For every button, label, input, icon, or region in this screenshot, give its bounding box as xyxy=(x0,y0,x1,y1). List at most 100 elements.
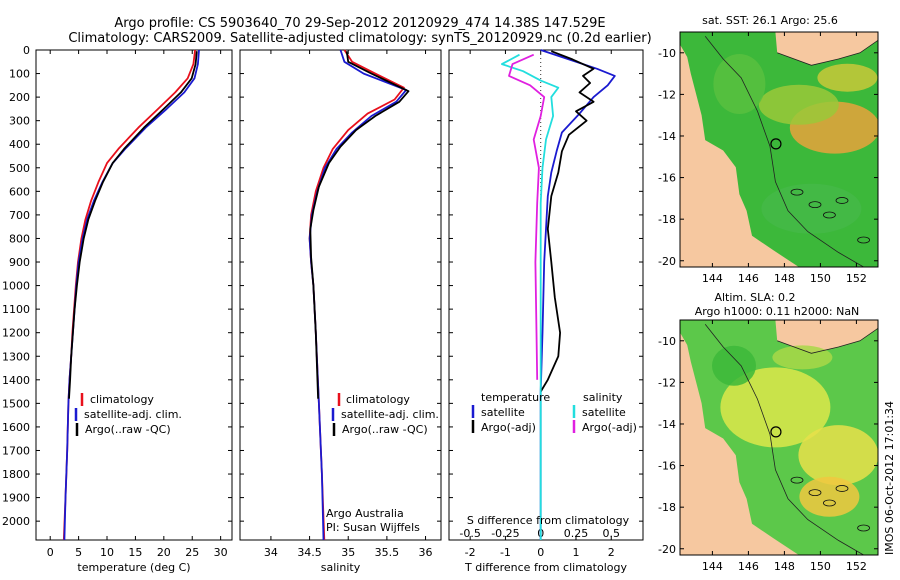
field-patch xyxy=(799,476,860,517)
x-tick-label: 34.5 xyxy=(297,546,322,559)
y-tick-label: -14 xyxy=(658,130,676,143)
series-line-s-argo xyxy=(508,53,546,380)
sst-map-title: sat. SST: 26.1 Argo: 25.6 xyxy=(702,14,838,27)
series-line-t-satellite xyxy=(539,49,616,540)
y-tick-label: 1400 xyxy=(2,374,30,387)
top-x-tick-label: -0.25 xyxy=(491,527,519,540)
x-tick-label: 148 xyxy=(774,272,795,285)
y-tick-label: -16 xyxy=(658,460,676,473)
sst-map: 144 146 148 150 152 -10 -12 -14 -16 -18 -20 xyxy=(658,31,879,285)
x-tick-label: 36 xyxy=(419,546,433,559)
x-tick-label: 146 xyxy=(738,272,759,285)
x-tick-label: 25 xyxy=(185,546,199,559)
temperature-panel: 0100200300400500600700800900100011001200… xyxy=(2,44,233,574)
field-patch xyxy=(712,345,756,386)
temperature-legend: climatology satellite-adj. clim. Argo(..… xyxy=(74,393,182,436)
reef-outline xyxy=(823,499,836,507)
y-tick-label: 400 xyxy=(9,138,30,151)
y-tick-label: -12 xyxy=(658,376,676,389)
plot-frame xyxy=(35,49,233,541)
x-axis-label: temperature (deg C) xyxy=(77,561,190,574)
x-tick-label: 15 xyxy=(128,546,142,559)
series-line-argo xyxy=(68,51,198,399)
annotation-pi: PI: Susan Wijffels xyxy=(326,521,420,534)
y-tick-label: 1700 xyxy=(2,444,30,457)
legend-label-s-argo: Argo(-adj) xyxy=(582,421,637,434)
bathymetry-contour xyxy=(704,323,864,555)
y-tick-label: -20 xyxy=(658,255,676,268)
x-tick-label: 34 xyxy=(264,546,278,559)
series-line-argo xyxy=(309,51,410,399)
field-patch xyxy=(761,183,862,234)
y-tick-label: -20 xyxy=(658,543,676,556)
map-frame xyxy=(679,31,879,268)
legend-header-salinity: salinity xyxy=(583,391,623,404)
title-line-2: Climatology: CARS2009. Satellite-adjuste… xyxy=(68,31,651,46)
coastline xyxy=(777,327,878,354)
reef-outline xyxy=(823,211,836,219)
y-tick-label: 300 xyxy=(9,115,30,128)
field-patch xyxy=(720,367,831,448)
y-tick-label: -14 xyxy=(658,418,676,431)
x-tick-label: 150 xyxy=(810,272,831,285)
sla-map: 144 146 148 150 152 -10 -12 -14 -16 -18 -20 xyxy=(658,319,879,573)
argo-position-marker xyxy=(770,138,782,150)
legend-label-s-satellite: satellite xyxy=(582,406,626,419)
legend-label-argo: Argo(..raw -QC) xyxy=(85,423,171,436)
sla-map-title-2: Argo h1000: 0.11 h2000: NaN xyxy=(695,305,860,318)
y-tick-label: 1500 xyxy=(2,397,30,410)
argo-position-marker xyxy=(770,426,782,438)
x-tick-label: 2 xyxy=(608,546,615,559)
reef-outline xyxy=(790,476,804,484)
x-tick-label: 35 xyxy=(341,546,355,559)
x-tick-label: 152 xyxy=(846,272,867,285)
annotation-argo-australia: Argo Australia xyxy=(326,507,404,520)
legend-label-climatology: climatology xyxy=(90,393,154,406)
x-tick-label: 35.5 xyxy=(375,546,400,559)
x-tick-label: -1 xyxy=(500,546,511,559)
y-tick-label: 700 xyxy=(9,209,30,222)
x-tick-label: 146 xyxy=(738,560,759,573)
salinity-panel: 34 34.5 35 35.5 36 salinity xyxy=(239,49,442,574)
y-tick-label: -16 xyxy=(658,172,676,185)
top-x-tick-label: -0.5 xyxy=(459,527,480,540)
map-frame xyxy=(679,319,879,556)
x-tick-label: -2 xyxy=(465,546,476,559)
reef-outline xyxy=(835,485,849,492)
field-patch xyxy=(817,63,878,92)
reef-outline xyxy=(835,197,849,204)
x-axis-label: salinity xyxy=(321,561,361,574)
legend-label-t-argo: Argo(-adj) xyxy=(481,421,536,434)
y-tick-label: 900 xyxy=(9,256,30,269)
map-content xyxy=(680,320,878,555)
y-tick-label: 600 xyxy=(9,185,30,198)
legend-label-satellite: satellite-adj. clim. xyxy=(341,408,439,421)
salinity-legend: climatology satellite-adj. clim. Argo(..… xyxy=(326,393,439,534)
series-line-t-argo xyxy=(539,50,595,393)
y-tick-label: 200 xyxy=(9,91,30,104)
reef-outline xyxy=(790,188,804,196)
y-tick-label: 1600 xyxy=(2,421,30,434)
y-tick-label: -10 xyxy=(658,335,676,348)
title-line-1: Argo profile: CS 5903640_70 29-Sep-2012 … xyxy=(114,16,605,31)
reef-outline xyxy=(857,236,870,244)
reef-outline xyxy=(808,489,822,497)
difference-panel: -2 -1 0 1 2-0.5 -0.25 0 0.25 0.5T difference fro… xyxy=(448,49,644,574)
x-tick-label: 20 xyxy=(157,546,171,559)
field-patch xyxy=(798,425,878,486)
top-x-tick-label: 0.5 xyxy=(603,527,621,540)
series-line-s-satellite xyxy=(500,53,560,540)
y-tick-label: 800 xyxy=(9,232,30,245)
field-patch xyxy=(713,53,766,114)
y-tick-label: 100 xyxy=(9,68,30,81)
x-tick-label: 1 xyxy=(572,546,579,559)
y-tick-label: 1100 xyxy=(2,303,30,316)
plot-frame xyxy=(239,49,442,541)
legend-label-climatology: climatology xyxy=(346,393,410,406)
imos-timestamp: IMOS 06-Oct-2012 17:01:34 xyxy=(883,401,896,555)
field-patch xyxy=(772,345,833,370)
y-tick-label: 1300 xyxy=(2,350,30,363)
y-tick-label: -18 xyxy=(658,501,676,514)
y-tick-label: 500 xyxy=(9,162,30,175)
